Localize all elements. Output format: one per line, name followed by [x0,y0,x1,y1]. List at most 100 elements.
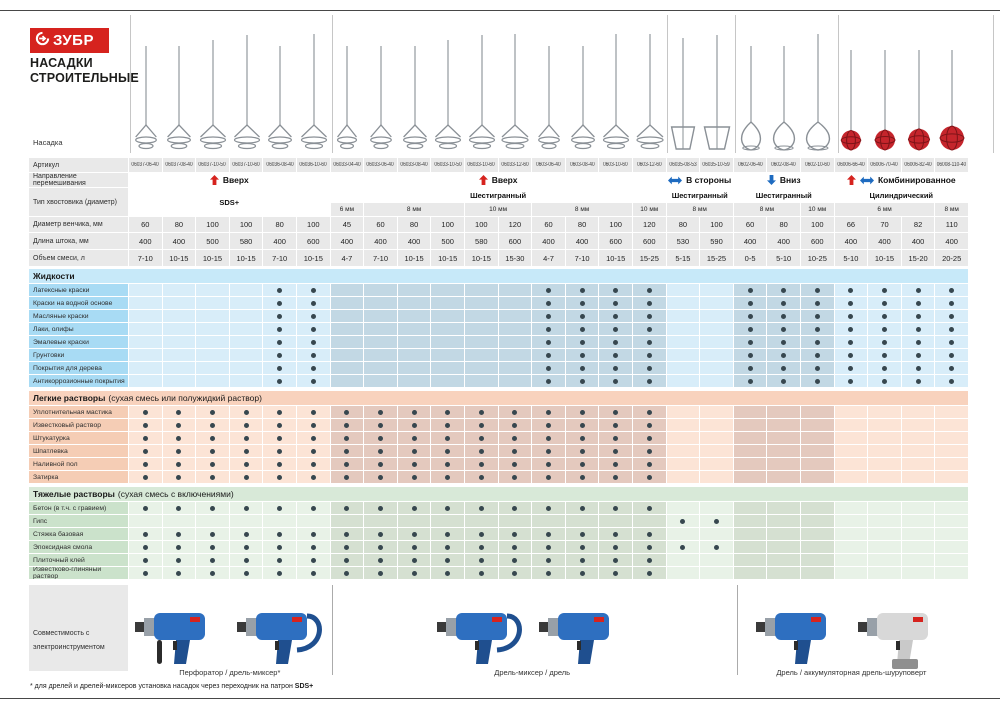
page-title-line1: НАСАДКИ [30,56,93,70]
matrix-cell [162,336,196,348]
matrix-cell [632,310,666,322]
teardrop-paddle-image [767,42,801,157]
up-arrow-icon [478,175,488,185]
shank-size-cell: 8 мм [532,203,632,216]
matrix-cell [901,515,935,527]
dot-mark [478,544,484,550]
dot-mark [646,474,652,480]
dot-mark [512,461,518,467]
matrix-cell [330,541,364,553]
matrix-cell [800,458,834,470]
dot-mark [445,474,451,480]
dot-mark [747,300,753,306]
dot-mark [545,365,551,371]
volume-cell: 5-10 [834,250,868,266]
article-cell: 06033-04-40 [330,158,364,172]
matrix-cell [800,297,834,309]
row-label: Масляные краски [29,310,128,322]
dot-mark [310,448,316,454]
matrix-cell [868,502,901,514]
ball-paddle-image [868,46,902,157]
volume-cell: 4-7 [330,250,364,266]
matrix-cell [834,406,868,418]
dot-mark [613,570,619,576]
row-label: Затирка [29,471,128,483]
matrix-cell [498,284,532,296]
dot-mark [512,448,518,454]
matrix-cell [800,349,834,361]
matrix-cell [397,349,431,361]
matrix-cell [263,419,296,431]
matrix-cell [464,432,498,444]
dot-mark [781,287,787,293]
matrix-cell [666,541,700,553]
matrix-cell [296,458,330,470]
matrix-cell [800,406,834,418]
matrix-cell [565,471,599,483]
matrix-cell [599,419,632,431]
dot-mark [377,505,383,511]
direction-label: Вверх [222,175,249,185]
teardrop-paddle-image [734,42,768,157]
matrix-cell [263,284,296,296]
matrix-cell [162,445,196,457]
matrix-cell [700,432,733,444]
matrix-cell [431,541,464,553]
ball-paddle-image [834,46,868,157]
dot-mark [781,339,787,345]
article-cell: 06006-70-40 [868,158,901,172]
dot-mark [411,474,417,480]
matrix-cell [868,297,901,309]
matrix-cell [464,349,498,361]
matrix-cell [196,471,229,483]
dot-mark [915,378,921,384]
matrix-cell [901,406,935,418]
matrix-cell [364,375,397,387]
matrix-cell [330,375,364,387]
dot-mark [377,461,383,467]
dot-mark [579,570,585,576]
dot-mark [512,570,518,576]
shank-size-cell: 10 мм [464,203,532,216]
matrix-cell [129,419,162,431]
dot-mark [881,300,887,306]
dot-mark [243,409,249,415]
matrix-cell [364,471,397,483]
dot-mark [176,422,182,428]
matrix-cell [700,284,733,296]
matrix-cell [565,284,599,296]
dot-mark [814,339,820,345]
helix-paddle-image [297,30,331,157]
matrix-cell [162,502,196,514]
dot-mark [747,287,753,293]
matrix-cell [229,297,263,309]
article-cell: 06035-10-59 [700,158,733,172]
matrix-cell [767,554,800,566]
matrix-cell [733,502,767,514]
dot-mark [478,435,484,441]
matrix-cell [935,336,968,348]
dot-mark [310,474,316,480]
compatibility-row-label: Совместимость с электроинструментом [29,585,128,671]
diameter-cell: 66 [834,217,868,232]
matrix-cell [700,323,733,335]
dot-mark [310,505,316,511]
article-text: 06033-08-40 [400,162,428,168]
matrix-cell [364,458,397,470]
dot-mark [445,461,451,467]
table-sections: Жидкости Латексные краски Краски на водной… [29,269,968,579]
matrix-cell [162,541,196,553]
diameter-cell: 80 [666,217,700,232]
matrix-cell [767,297,800,309]
dot-mark [377,422,383,428]
matrix-cell [834,502,868,514]
matrix-cell [767,432,800,444]
matrix-cell [868,336,901,348]
diameter-cell: 100 [464,217,498,232]
matrix-cell [599,471,632,483]
matrix-cell [767,541,800,553]
matrix-cell [464,567,498,579]
matrix-cell [330,297,364,309]
matrix-cell [364,336,397,348]
matrix-cell [397,445,431,457]
